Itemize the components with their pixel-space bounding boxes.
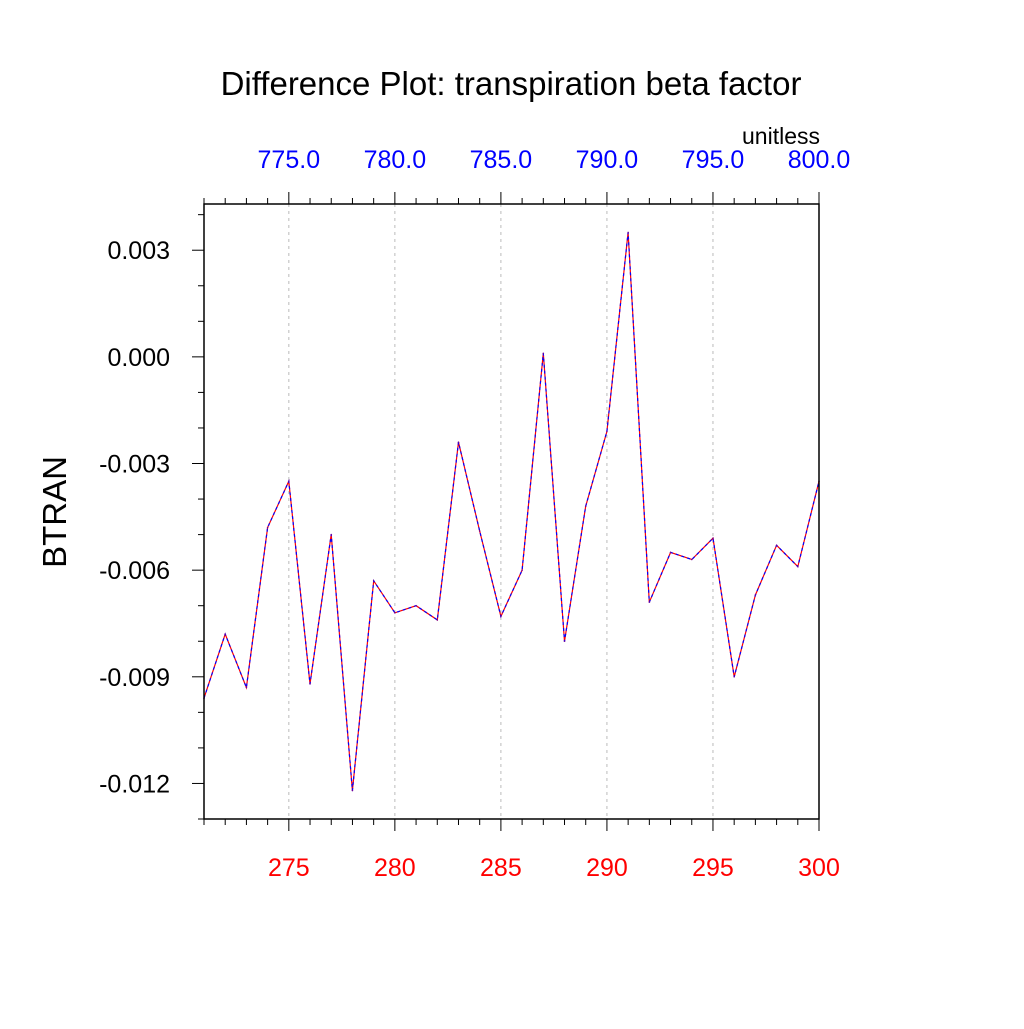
x-tick-label: 300 <box>798 854 840 882</box>
units-label: unitless <box>742 123 820 149</box>
y-tick-label: -0.006 <box>99 557 170 585</box>
y-tick-label: -0.012 <box>99 770 170 798</box>
data-point <box>309 683 311 685</box>
data-point <box>436 619 439 621</box>
data-point <box>394 612 396 614</box>
x-tick-label: 275 <box>268 854 310 882</box>
data-point <box>415 604 417 607</box>
data-point <box>457 441 460 443</box>
data-point <box>500 615 502 618</box>
grid <box>288 204 714 819</box>
x-tick-label: 280 <box>374 854 416 882</box>
data-point <box>478 530 481 532</box>
x-tick-label: 285 <box>480 854 522 882</box>
x-top-tick-label: 795.0 <box>682 146 745 174</box>
data-point <box>542 352 545 355</box>
x-top-tick-label: 790.0 <box>576 146 639 174</box>
x-top-tick-label: 785.0 <box>470 146 533 174</box>
data-point <box>351 789 354 792</box>
data-point <box>775 544 778 547</box>
chart-title: Difference Plot: transpiration beta fact… <box>221 65 802 102</box>
data-point <box>627 231 629 234</box>
data-point <box>690 558 693 561</box>
data-point <box>796 565 799 568</box>
series-line-red <box>203 232 820 791</box>
y-axis-label: BTRAN <box>36 456 73 568</box>
x-top-tick-label: 800.0 <box>788 146 851 174</box>
data-point <box>754 594 757 596</box>
y-tick-label: -0.009 <box>99 664 170 692</box>
y-tick-label: 0.000 <box>107 344 170 372</box>
data-point <box>648 601 651 603</box>
data-point <box>224 633 227 635</box>
plot-frame <box>203 203 820 820</box>
data-point <box>563 640 566 643</box>
data-point <box>606 430 608 433</box>
y-tick-label: 0.003 <box>107 237 170 265</box>
data-point <box>584 505 587 507</box>
data-point <box>330 533 333 536</box>
y-tick-label: -0.003 <box>99 451 170 479</box>
ticks <box>192 192 820 831</box>
data-point <box>733 676 735 678</box>
x-tick-label: 290 <box>586 854 628 882</box>
tick-labels: 275 280 285 290 295 300 775.0 780.0 785.0 790.0 79… <box>99 146 850 882</box>
x-top-tick-label: 780.0 <box>364 146 427 174</box>
data-point <box>372 580 375 582</box>
series <box>203 231 820 792</box>
data-point <box>521 569 523 571</box>
data-point <box>669 551 672 554</box>
series-line-blue <box>203 232 820 791</box>
x-top-tick-label: 775.0 <box>258 146 321 174</box>
x-tick-label: 295 <box>692 854 734 882</box>
data-point <box>245 686 248 689</box>
data-point <box>266 526 269 529</box>
data-point <box>288 480 290 483</box>
data-point <box>712 537 714 539</box>
